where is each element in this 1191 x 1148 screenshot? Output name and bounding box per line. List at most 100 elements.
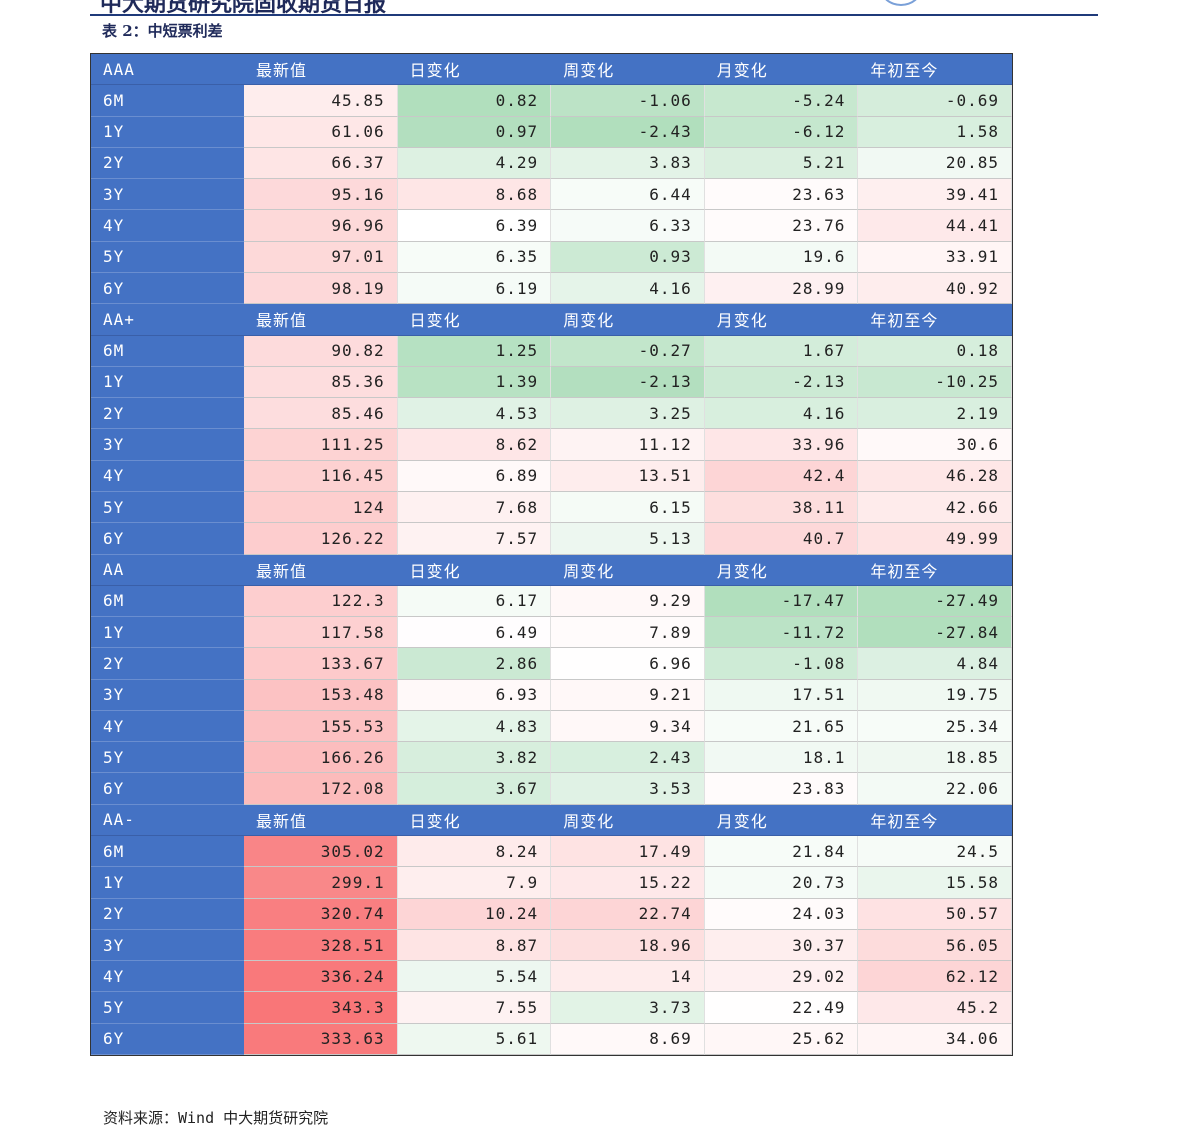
- row-label: 2Y: [91, 147, 244, 180]
- value-cell: 1.58: [858, 116, 1012, 148]
- value-cell: 0.93: [551, 241, 705, 273]
- value-cell: 6.93: [397, 679, 552, 711]
- value-cell: 6.96: [551, 648, 705, 680]
- value-cell: 7.68: [397, 491, 552, 524]
- value-cell: -0.69: [858, 85, 1012, 117]
- value-cell: 62.12: [858, 961, 1012, 993]
- row-label: 6Y: [91, 773, 244, 805]
- value-cell: 2.86: [397, 648, 552, 680]
- value-cell: -2.43: [551, 116, 705, 148]
- group-header: AAA: [91, 54, 244, 86]
- column-header: 最新值: [244, 804, 398, 837]
- value-cell: 3.25: [551, 398, 705, 430]
- group-header: AA+: [91, 304, 244, 336]
- value-cell: 8.24: [397, 836, 552, 868]
- row-label: 6Y: [91, 1023, 244, 1055]
- value-cell: -2.13: [551, 366, 705, 399]
- value-cell: 18.85: [858, 742, 1012, 774]
- value-cell: 6.19: [397, 272, 552, 305]
- value-cell: -17.47: [704, 585, 859, 618]
- row-label: 5Y: [91, 742, 244, 774]
- value-cell: -10.25: [858, 366, 1012, 399]
- row-label: 5Y: [91, 491, 244, 524]
- value-cell: 49.99: [858, 523, 1012, 555]
- value-cell: 343.3: [244, 992, 398, 1024]
- value-cell: 8.68: [397, 179, 552, 211]
- spread-table: AAA 最新值 日变化 周变化 月变化 年初至今 6M 45.85 0.82 -1.06 -5.24…: [90, 53, 1013, 1056]
- row-label: 5Y: [91, 241, 244, 273]
- value-cell: 20.73: [704, 867, 859, 899]
- value-cell: 4.84: [858, 648, 1012, 680]
- value-cell: 6.49: [397, 617, 552, 649]
- value-cell: 1.25: [397, 335, 552, 367]
- value-cell: 166.26: [244, 742, 398, 774]
- column-header: 最新值: [244, 54, 398, 86]
- value-cell: 22.06: [858, 773, 1012, 805]
- column-header: 年初至今: [858, 804, 1012, 837]
- value-cell: 5.54: [397, 961, 552, 993]
- group-header: AA: [91, 554, 244, 586]
- value-cell: 13.51: [551, 460, 705, 492]
- row-label: 6Y: [91, 523, 244, 555]
- value-cell: 39.41: [858, 179, 1012, 211]
- source-note: 资料来源：Wind 中大期货研究院: [103, 1109, 329, 1127]
- value-cell: 299.1: [244, 867, 398, 899]
- value-cell: 95.16: [244, 179, 398, 211]
- document-title: 中大期货研究院固收期货日报: [100, 0, 387, 17]
- value-cell: 6.33: [551, 210, 705, 242]
- value-cell: 116.45: [244, 460, 398, 492]
- value-cell: 14: [551, 961, 705, 993]
- column-header: 月变化: [704, 554, 859, 586]
- header-rule: [90, 14, 1098, 16]
- value-cell: 25.62: [704, 1023, 859, 1055]
- value-cell: 18.1: [704, 742, 859, 774]
- column-header: 周变化: [551, 304, 705, 336]
- value-cell: 21.84: [704, 836, 859, 868]
- row-label: 2Y: [91, 898, 244, 930]
- value-cell: 172.08: [244, 773, 398, 805]
- value-cell: 33.91: [858, 241, 1012, 273]
- value-cell: 4.29: [397, 147, 552, 180]
- value-cell: 29.02: [704, 961, 859, 993]
- value-cell: 7.89: [551, 617, 705, 649]
- row-label: 6M: [91, 836, 244, 868]
- value-cell: 40.92: [858, 272, 1012, 305]
- value-cell: 44.41: [858, 210, 1012, 242]
- column-header: 年初至今: [858, 304, 1012, 336]
- column-header: 年初至今: [858, 54, 1012, 86]
- column-header: 最新值: [244, 304, 398, 336]
- row-label: 3Y: [91, 429, 244, 461]
- value-cell: 21.65: [704, 710, 859, 743]
- value-cell: 22.49: [704, 992, 859, 1024]
- value-cell: 33.96: [704, 429, 859, 461]
- row-label: 1Y: [91, 867, 244, 899]
- column-header: 周变化: [551, 804, 705, 837]
- value-cell: 40.7: [704, 523, 859, 555]
- column-header: 日变化: [397, 304, 552, 336]
- column-header: 日变化: [397, 54, 552, 86]
- row-label: 5Y: [91, 992, 244, 1024]
- value-cell: 3.82: [397, 742, 552, 774]
- value-cell: 42.66: [858, 491, 1012, 524]
- value-cell: -5.24: [704, 85, 859, 117]
- value-cell: 336.24: [244, 961, 398, 993]
- value-cell: -11.72: [704, 617, 859, 649]
- value-cell: 28.99: [704, 272, 859, 305]
- value-cell: 305.02: [244, 836, 398, 868]
- value-cell: 117.58: [244, 617, 398, 649]
- row-label: 6M: [91, 335, 244, 367]
- value-cell: -6.12: [704, 116, 859, 148]
- value-cell: 23.76: [704, 210, 859, 242]
- value-cell: 42.4: [704, 460, 859, 492]
- value-cell: 122.3: [244, 585, 398, 618]
- value-cell: 2.43: [551, 742, 705, 774]
- value-cell: 98.19: [244, 272, 398, 305]
- value-cell: 8.87: [397, 929, 552, 962]
- value-cell: 19.75: [858, 679, 1012, 711]
- row-label: 2Y: [91, 398, 244, 430]
- value-cell: 7.55: [397, 992, 552, 1024]
- column-header: 周变化: [551, 554, 705, 586]
- value-cell: 126.22: [244, 523, 398, 555]
- value-cell: 4.16: [704, 398, 859, 430]
